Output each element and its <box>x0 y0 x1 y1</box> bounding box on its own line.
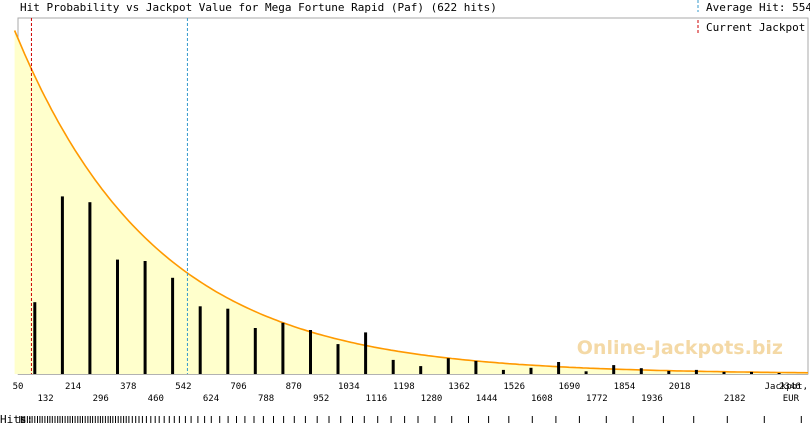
bar <box>750 371 753 374</box>
x-tick-label: 788 <box>258 394 274 404</box>
svg-text:Average Hit: 554: Average Hit: 554 <box>706 1 810 14</box>
x-tick-label: 2018 <box>669 382 691 392</box>
bar <box>253 328 257 374</box>
bar <box>88 202 92 374</box>
x-tick-label: 378 <box>120 382 136 392</box>
bar <box>171 277 175 374</box>
x-tick-label: 2182 <box>724 394 746 404</box>
bar <box>281 322 285 374</box>
watermark: Online-Jackpots.biz <box>577 337 783 359</box>
bar <box>777 373 781 374</box>
x-tick-label: 214 <box>65 382 81 392</box>
bar <box>391 359 395 374</box>
x-tick-label: 2346 <box>779 382 801 392</box>
x-tick-label: 1854 <box>614 382 636 392</box>
bar <box>364 332 368 374</box>
probability-curve <box>13 30 809 374</box>
legend: Average Hit: 554 Current Jackpot <box>697 0 810 34</box>
x-axis-label-line1: Jackpot, <box>765 382 808 392</box>
x-tick-label: 1526 <box>503 382 525 392</box>
bar <box>33 302 37 374</box>
bar <box>474 360 478 374</box>
bar <box>667 370 671 374</box>
bar <box>639 368 643 374</box>
x-tick-label: 1772 <box>586 394 608 404</box>
reference-lines <box>30 18 188 374</box>
bar <box>226 308 230 374</box>
x-tick-label: 1690 <box>558 382 580 392</box>
legend-average-value: 554 <box>792 1 810 14</box>
x-tick-label: 50 <box>13 382 24 392</box>
bar <box>694 369 698 374</box>
bar <box>501 369 505 374</box>
bar <box>60 196 64 374</box>
bar <box>198 306 202 374</box>
bar <box>612 365 616 374</box>
bar <box>446 358 450 374</box>
bar <box>143 261 147 374</box>
x-tick-label: 1198 <box>393 382 415 392</box>
x-tick-label: 624 <box>203 394 219 404</box>
x-tick-label: 132 <box>37 394 53 404</box>
bar <box>722 371 726 374</box>
curve-line <box>13 30 809 374</box>
x-tick-label: 1444 <box>476 394 498 404</box>
x-axis-label-line2: EUR <box>783 394 800 404</box>
x-tick-label: 952 <box>313 394 329 404</box>
bar <box>529 367 533 374</box>
x-tick-label: 1116 <box>366 394 388 404</box>
legend-average-label: Average Hit: <box>706 1 792 14</box>
bar <box>336 344 340 374</box>
bar <box>116 259 119 374</box>
bar <box>309 330 312 374</box>
x-tick-label: 460 <box>148 394 164 404</box>
x-tick-label: 870 <box>286 382 302 392</box>
x-tick-label: 542 <box>175 382 191 392</box>
x-axis-ticks: 50 214 378 542 706 870 1034 1198 1362 1526 1690 185… <box>13 382 801 404</box>
hit-bars <box>33 196 781 374</box>
x-tick-label: 1362 <box>448 382 470 392</box>
legend-current-label: Current Jackpot <box>706 21 805 34</box>
bar <box>419 366 423 374</box>
x-tick-label: 1936 <box>641 394 663 404</box>
x-tick-label: 1034 <box>338 382 360 392</box>
x-tick-label: 1608 <box>531 394 553 404</box>
hits-strip <box>19 416 802 423</box>
x-tick-label: 706 <box>230 382 246 392</box>
chart-title: Hit Probability vs Jackpot Value for Meg… <box>20 1 497 14</box>
x-tick-label: 296 <box>93 394 109 404</box>
hits-label: Hits: <box>0 413 33 425</box>
bar <box>584 371 588 374</box>
bar <box>557 362 561 374</box>
curve-fill <box>14 30 809 374</box>
x-tick-label: 1280 <box>421 394 443 404</box>
